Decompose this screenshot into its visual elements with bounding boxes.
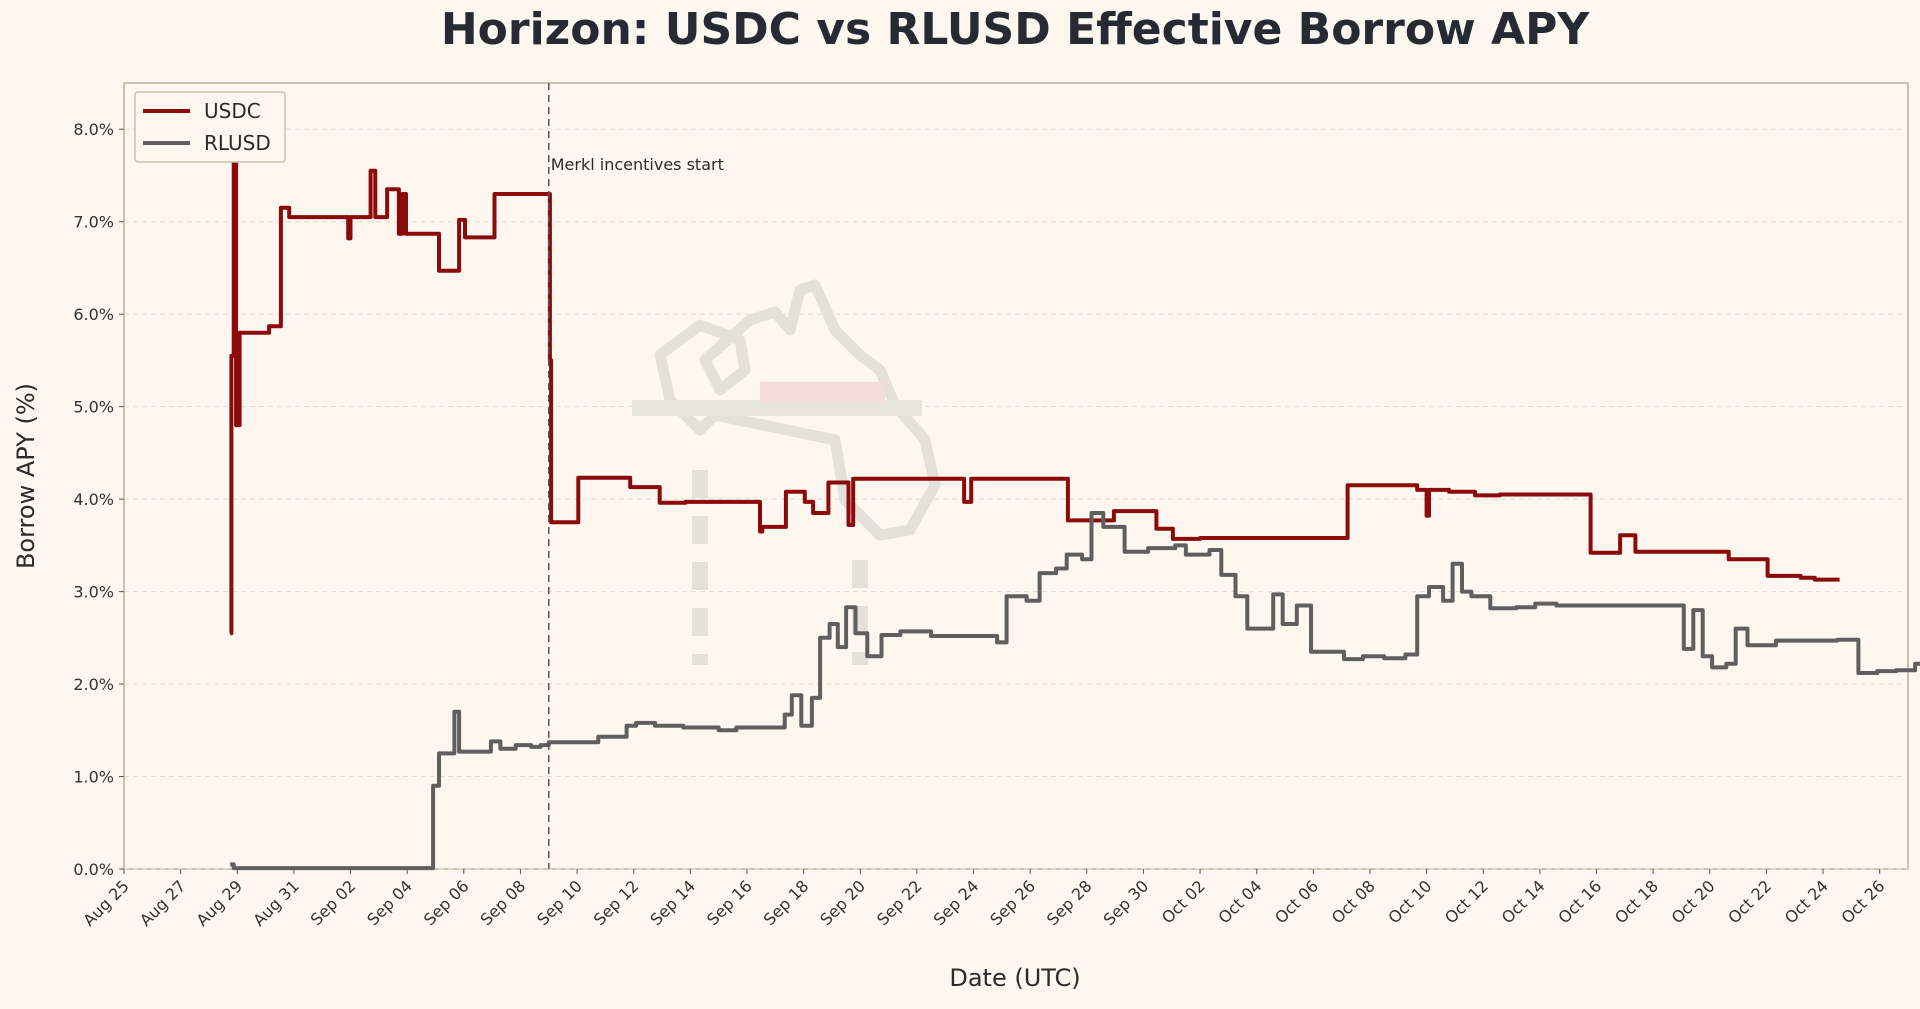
y-axis-ticks: 0.0% 1.0% 2.0% 3.0% 4.0% 5.0% 6.0% 7.0% 8.0%	[73, 120, 124, 879]
watermark-layer	[632, 279, 941, 665]
annotation-layer: Merkl incentives start	[548, 83, 724, 869]
chart-title: Horizon: USDC vs RLUSD Effective Borrow …	[441, 4, 1591, 55]
series-layer	[229, 155, 1920, 871]
y-tick-label: 2.0%	[73, 675, 114, 694]
legend: USDC RLUSD	[134, 91, 286, 163]
legend-label-rlusd: RLUSD	[204, 131, 271, 155]
series-line-rlusd	[230, 511, 1920, 871]
y-axis-label: Borrow APY (%)	[12, 383, 40, 569]
series-line-usdc	[229, 155, 1840, 636]
y-tick-label: 5.0%	[73, 398, 114, 417]
x-axis-label: Date (UTC)	[949, 964, 1080, 992]
y-tick-label: 6.0%	[73, 305, 114, 324]
y-tick-label: 7.0%	[73, 213, 114, 232]
watermark-logo-bar	[632, 400, 922, 416]
y-tick-label: 1.0%	[73, 768, 114, 787]
plot-area	[123, 82, 1909, 870]
y-tick-label: 4.0%	[73, 490, 114, 509]
y-tick-label: 8.0%	[73, 120, 114, 139]
y-tick-label: 0.0%	[73, 860, 114, 879]
watermark-logo-outline	[654, 279, 941, 541]
watermark-logo-legs	[692, 470, 868, 665]
watermark-logo-accent	[760, 382, 885, 402]
annotation-label: Merkl incentives start	[551, 155, 724, 174]
legend-label-usdc: USDC	[204, 99, 261, 123]
y-tick-label: 3.0%	[73, 583, 114, 602]
